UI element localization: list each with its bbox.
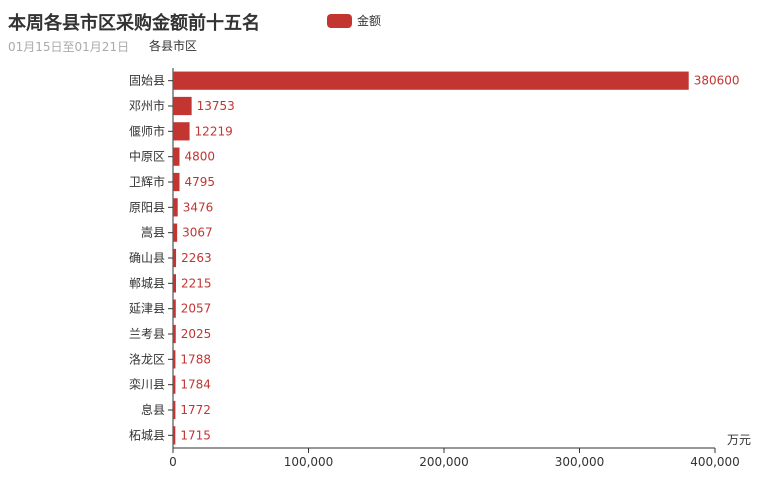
bar: [173, 350, 176, 369]
category-label: 兰考县: [129, 327, 165, 341]
chart-title: 本周各县市区采购金额前十五名: [8, 13, 260, 34]
legend[interactable]: 金额: [327, 12, 381, 29]
x-tick-label: 200,000: [419, 455, 469, 469]
data-label: 1784: [180, 378, 211, 392]
category-label: 洛龙区: [129, 351, 165, 366]
data-label: 12219: [195, 124, 233, 138]
category-label: 邓州市: [129, 98, 165, 113]
bar: [173, 248, 177, 268]
bar: [173, 400, 176, 420]
bar: [173, 122, 190, 141]
data-label: 1772: [180, 403, 211, 417]
data-label: 1788: [180, 352, 211, 366]
legend-label: 金额: [357, 14, 382, 28]
data-label: 2057: [181, 302, 212, 316]
x-tick-label: 400,000: [690, 455, 740, 469]
category-label: 固始县: [129, 74, 165, 88]
data-label: 380600: [694, 74, 740, 88]
category-label: 中原区: [129, 149, 165, 164]
category-label: 卫辉市: [129, 174, 165, 189]
bar: [173, 324, 176, 344]
data-label: 2025: [181, 327, 212, 341]
x-tick-label: 100,000: [284, 455, 334, 469]
x-axis-title: 万元: [727, 433, 751, 447]
bar: [173, 96, 192, 116]
y-axis-title: 各县市区: [149, 38, 197, 53]
category-label: 嵩县: [141, 226, 165, 240]
bar: [173, 198, 178, 217]
bar: [173, 274, 177, 293]
data-label: 2215: [181, 276, 212, 290]
bar: [173, 172, 180, 192]
chart-subtitle: 01月15日至01月21日: [8, 40, 130, 54]
category-label: 栾川县: [129, 377, 165, 392]
bar: [173, 299, 176, 318]
x-tick-label: 300,000: [555, 455, 605, 469]
data-label: 1715: [180, 428, 211, 442]
bar: [173, 223, 178, 242]
category-label: 郸城县: [129, 276, 165, 290]
bar: [173, 147, 180, 166]
category-label: 原阳县: [129, 200, 165, 214]
x-tick-label: 0: [169, 455, 177, 469]
category-label: 柘城县: [129, 428, 165, 442]
category-label: 延津县: [129, 302, 165, 316]
legend-swatch: [327, 13, 352, 28]
category-label: 偃师市: [129, 123, 165, 138]
category-label: 确山县: [129, 251, 165, 265]
data-label: 2263: [181, 251, 212, 265]
bar: [173, 71, 689, 90]
data-label: 4800: [185, 150, 216, 164]
bar: [173, 426, 176, 445]
data-label: 3067: [182, 226, 213, 240]
category-label: 息县: [141, 402, 165, 417]
data-label: 13753: [197, 99, 235, 113]
data-label: 4795: [184, 175, 215, 189]
bar: [173, 375, 176, 394]
data-label: 3476: [183, 200, 214, 214]
